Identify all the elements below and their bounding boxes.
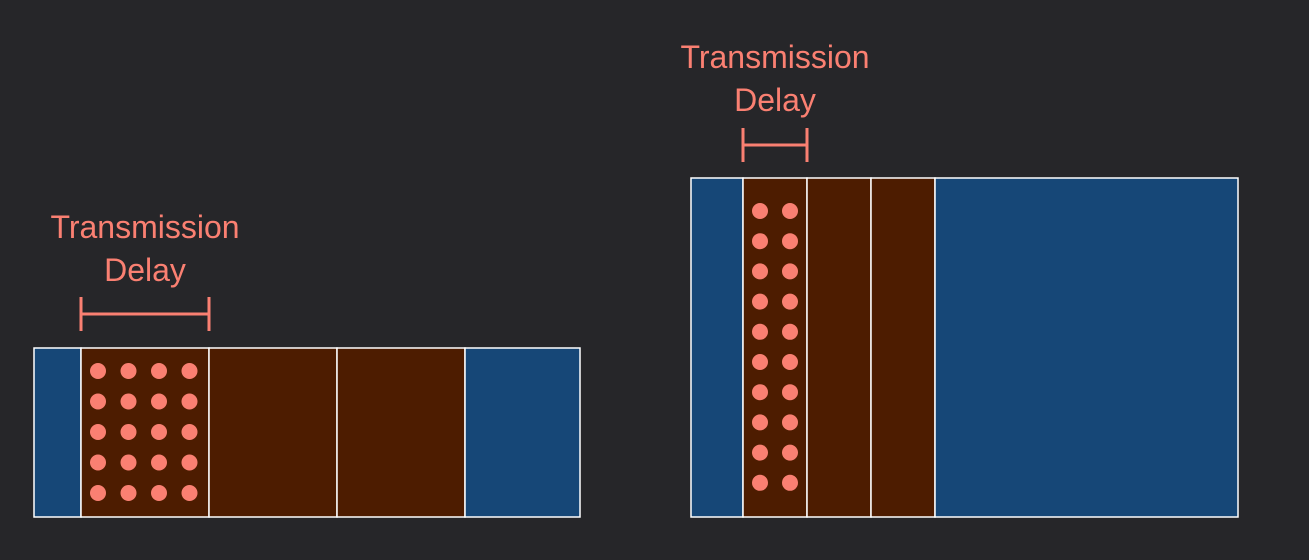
right-packet-dots	[752, 203, 798, 491]
right-packet-dot	[752, 293, 768, 310]
left-packet-dot	[120, 363, 137, 379]
left-packet-dot	[181, 454, 198, 471]
right-delay-bracket	[741, 128, 809, 162]
left-packet-dot	[181, 424, 198, 440]
left-brown-segment-3	[336, 347, 466, 518]
right-packet-dot	[752, 444, 768, 461]
left-packet-dot	[151, 363, 167, 379]
left-blue-region-start	[33, 347, 82, 518]
right-label-line2: Delay	[734, 82, 816, 118]
right-packet-dot	[752, 474, 768, 491]
right-packet-dot	[752, 263, 768, 280]
left-packet-dot	[151, 424, 167, 440]
right-label-line1: Transmission	[680, 39, 869, 75]
right-packet-dot	[782, 203, 798, 219]
left-diagram: Transmission Delay	[33, 209, 581, 518]
left-packet-dot	[120, 393, 137, 410]
right-packet-dot	[782, 323, 798, 340]
left-packet-dot	[90, 454, 106, 471]
left-packet-dot	[151, 454, 167, 471]
right-packet-dot	[782, 293, 798, 310]
left-packet-dot	[120, 485, 137, 501]
left-label-line1: Transmission	[50, 209, 239, 245]
right-packet-dot	[782, 384, 798, 401]
left-packet-dot	[90, 363, 106, 379]
left-packet-dot	[151, 393, 167, 410]
right-packet-dot	[752, 384, 768, 401]
left-packet-dot	[151, 485, 167, 501]
right-diagram: Transmission Delay	[680, 39, 1239, 518]
left-blue-region-end	[464, 347, 581, 518]
left-packet-dots	[90, 363, 198, 501]
left-packet-dot	[90, 485, 106, 501]
right-brown-segment-1	[742, 177, 808, 518]
right-packet-dot	[752, 203, 768, 219]
left-packet-dot	[120, 424, 137, 440]
left-packet-dot	[90, 393, 106, 410]
right-blue-region-start	[690, 177, 744, 518]
right-packet-dot	[752, 354, 768, 370]
right-packet-dot	[782, 444, 798, 461]
right-blue-region-end	[934, 177, 1239, 518]
left-packet-dot	[120, 454, 137, 471]
left-delay-bracket	[79, 297, 211, 331]
left-packet-dot	[90, 424, 106, 440]
right-packet-dot	[782, 354, 798, 370]
right-packet-dot	[752, 233, 768, 250]
right-packet-dot	[752, 323, 768, 340]
right-packet-dot	[752, 414, 768, 431]
right-packet-dot	[782, 474, 798, 491]
left-packet-dot	[181, 363, 198, 379]
left-brown-segment-2	[208, 347, 338, 518]
left-label-line2: Delay	[104, 252, 186, 288]
right-brown-segment-2	[806, 177, 872, 518]
right-packet-dot	[782, 414, 798, 431]
right-packet-dot	[782, 233, 798, 250]
left-packet-dot	[181, 393, 198, 410]
left-packet-dot	[181, 485, 198, 501]
right-packet-dot	[782, 263, 798, 280]
right-brown-segment-3	[870, 177, 936, 518]
